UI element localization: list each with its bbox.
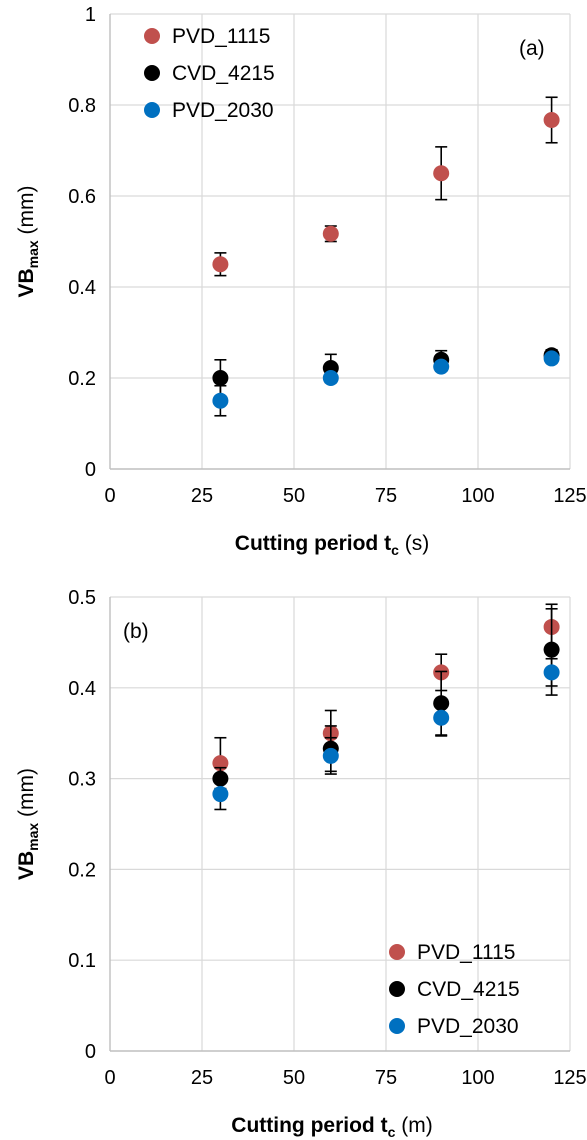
- data-point: [433, 165, 450, 182]
- vertical-gridlines: [201, 597, 571, 1051]
- data-point: [212, 392, 229, 409]
- vertical-gridlines: [201, 14, 571, 469]
- x-tick-label: 50: [283, 1067, 305, 1089]
- data-point: [543, 664, 560, 681]
- x-tick-label: 75: [375, 485, 397, 507]
- y-tick-label: 1: [85, 4, 96, 26]
- data-point: [543, 112, 560, 129]
- y-tick-label: 0.4: [68, 678, 96, 700]
- x-tick-label: 125: [553, 1067, 586, 1089]
- legend-label: CVD_4215: [417, 978, 520, 1001]
- x-tick-label: 75: [375, 1067, 397, 1089]
- legend-marker: [144, 28, 160, 44]
- legend-marker: [389, 944, 405, 960]
- y-tick-label: 0.2: [68, 368, 96, 390]
- horizontal-gridlines: [110, 596, 570, 961]
- y-tick-label: 0.6: [68, 186, 96, 208]
- series-pvd-1115: [212, 96, 560, 277]
- legend-label: PVD_1115: [172, 25, 270, 48]
- series-pvd-2030: [212, 657, 560, 811]
- data-point: [433, 358, 450, 375]
- chart-svg: 0 25 50 75 100 125 0 0.1 0.2 0.3 0.4 0.5 Cutting per…: [15, 587, 587, 1140]
- data-point: [322, 370, 339, 386]
- y-tick-label: 0.2: [68, 859, 96, 881]
- data-point: [543, 641, 560, 658]
- legend-marker: [144, 102, 160, 118]
- chart-panel-a: 0 25 50 75 100 125 0 0.2 0.4 0.6 0.8 1 Cutting perio…: [15, 4, 587, 558]
- panel-label: (b): [123, 620, 149, 643]
- x-axis-label: Cutting period tc (m): [231, 1114, 432, 1140]
- panel-label: (a): [519, 37, 545, 60]
- data-point: [212, 256, 229, 273]
- y-tick-label: 0.3: [68, 769, 96, 791]
- legend-label: PVD_2030: [172, 99, 274, 122]
- legend: PVD_1115 CVD_4215 PVD_2030: [389, 941, 520, 1038]
- legend-label: CVD_4215: [172, 62, 275, 85]
- data-point: [212, 786, 229, 803]
- x-tick-label: 25: [191, 485, 213, 507]
- legend-marker: [389, 1018, 405, 1034]
- y-tick-label: 0.8: [68, 95, 96, 117]
- data-point: [322, 225, 339, 242]
- legend-label: PVD_2030: [417, 1015, 519, 1038]
- legend-marker: [144, 65, 160, 81]
- y-tick-label: 0.5: [68, 587, 96, 609]
- x-tick-label: 25: [191, 1067, 213, 1089]
- x-tick-label: 100: [461, 485, 494, 507]
- data-point: [543, 350, 560, 367]
- data-point: [322, 747, 339, 764]
- x-axis-label: Cutting period tc (s): [235, 532, 429, 558]
- chart-panel-b: 0 25 50 75 100 125 0 0.1 0.2 0.3 0.4 0.5 Cutting per…: [0, 570, 587, 1140]
- y-tick-label: 0: [85, 459, 96, 481]
- data-point: [212, 370, 229, 386]
- x-tick-label: 100: [461, 1067, 494, 1089]
- x-tick-label: 0: [104, 1067, 115, 1089]
- chart-svg: 0 25 50 75 100 125 0 0.2 0.4 0.6 0.8 1 Cutting perio…: [15, 4, 587, 558]
- data-point: [433, 709, 450, 726]
- series-pvd-2030: [212, 350, 560, 417]
- y-tick-label: 0.1: [68, 950, 96, 972]
- y-tick-label: 0: [85, 1041, 96, 1063]
- legend-label: PVD_1115: [417, 941, 515, 964]
- horizontal-gridlines: [110, 13, 570, 379]
- y-axis-label: VBmax (mm): [15, 185, 41, 297]
- legend-marker: [389, 981, 405, 997]
- x-tick-label: 0: [104, 485, 115, 507]
- y-axis-label: VBmax (mm): [15, 768, 41, 880]
- legend: PVD_1115 CVD_4215 PVD_2030: [144, 25, 275, 122]
- x-tick-label: 125: [553, 485, 586, 507]
- y-tick-label: 0.4: [68, 277, 96, 299]
- x-tick-label: 50: [283, 485, 305, 507]
